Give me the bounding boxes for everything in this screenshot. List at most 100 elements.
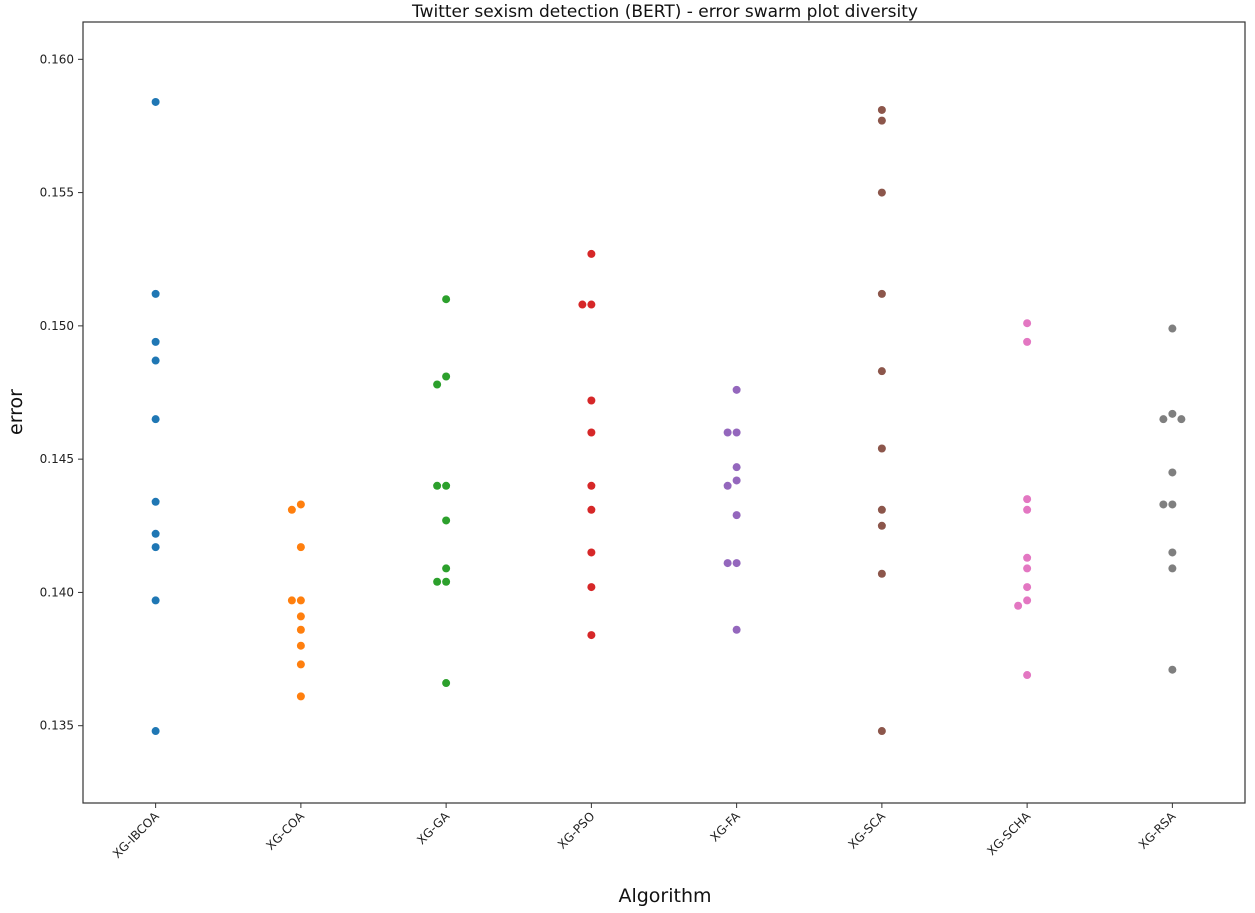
data-point-xg-ga — [433, 481, 442, 490]
data-point-xg-coa — [296, 596, 305, 605]
data-point-xg-ga — [442, 679, 451, 688]
data-point-xg-ga — [442, 295, 451, 304]
y-tick-label: 0.155 — [40, 186, 74, 200]
data-point-xg-fa — [732, 511, 741, 520]
data-point-xg-scha — [1023, 553, 1032, 562]
data-point-xg-fa — [732, 463, 741, 472]
data-point-xg-sca — [877, 116, 886, 125]
data-point-xg-fa — [723, 428, 732, 437]
data-point-xg-sca — [877, 727, 886, 736]
data-point-xg-sca — [877, 444, 886, 453]
data-point-xg-ibcoa — [151, 356, 160, 365]
y-tick-label: 0.140 — [40, 585, 74, 599]
data-point-xg-fa — [723, 559, 732, 568]
data-point-xg-scha — [1023, 319, 1032, 328]
data-point-xg-fa — [723, 481, 732, 490]
data-point-xg-rsa — [1177, 415, 1186, 424]
data-point-xg-fa — [732, 385, 741, 394]
y-axis: 0.135 0.140 0.145 0.150 0.155 0.160 — [40, 52, 83, 733]
data-point-xg-sca — [877, 188, 886, 197]
y-tick-label: 0.150 — [40, 319, 74, 333]
data-point-xg-coa — [296, 692, 305, 701]
data-point-xg-sca — [877, 569, 886, 578]
y-tick-label: 0.160 — [40, 52, 74, 66]
x-axis: XG-IBCOA XG-COA XG-GA XG-PSO XG-FA XG-SCA XG-S… — [110, 803, 1179, 861]
data-point-xg-ibcoa — [151, 596, 160, 605]
x-tick-label: XG-COA — [263, 809, 307, 853]
data-point-xg-coa — [296, 500, 305, 509]
data-point-xg-ga — [433, 577, 442, 586]
data-point-xg-ibcoa — [151, 337, 160, 346]
data-point-xg-coa — [296, 612, 305, 621]
data-point-xg-rsa — [1168, 500, 1177, 509]
data-point-xg-rsa — [1159, 500, 1168, 509]
data-point-xg-sca — [877, 289, 886, 298]
data-point-xg-pso — [587, 631, 596, 640]
data-point-xg-pso — [578, 300, 587, 309]
plot-frame — [82, 21, 1246, 804]
y-tick-label: 0.145 — [40, 452, 74, 466]
x-tick-label: XG-GA — [414, 809, 453, 848]
data-point-xg-rsa — [1168, 468, 1177, 477]
data-point-xg-sca — [877, 105, 886, 114]
data-point-xg-pso — [587, 428, 596, 437]
data-point-xg-ga — [442, 481, 451, 490]
data-point-xg-scha — [1023, 505, 1032, 514]
data-point-xg-ibcoa — [151, 497, 160, 506]
data-point-xg-scha — [1023, 671, 1032, 680]
y-tick-label: 0.135 — [40, 719, 74, 733]
chart-title: Twitter sexism detection (BERT) - error … — [411, 2, 918, 22]
data-point-xg-ibcoa — [151, 727, 160, 736]
data-point-xg-sca — [877, 521, 886, 530]
data-point-xg-ibcoa — [151, 529, 160, 538]
data-point-xg-ga — [442, 577, 451, 586]
data-point-xg-ibcoa — [151, 97, 160, 106]
data-point-xg-pso — [587, 481, 596, 490]
data-point-xg-pso — [587, 583, 596, 592]
data-point-xg-coa — [296, 543, 305, 552]
data-point-xg-ga — [442, 564, 451, 573]
data-point-xg-rsa — [1168, 665, 1177, 674]
data-point-xg-rsa — [1168, 548, 1177, 557]
data-point-xg-coa — [296, 660, 305, 669]
data-point-xg-ga — [442, 372, 451, 381]
data-point-xg-ga — [442, 516, 451, 525]
data-point-xg-ibcoa — [151, 543, 160, 552]
y-axis-label: error — [5, 389, 27, 435]
data-point-xg-rsa — [1168, 324, 1177, 333]
data-point-xg-fa — [732, 428, 741, 437]
data-point-xg-ga — [433, 380, 442, 389]
data-point-xg-coa — [296, 625, 305, 634]
x-tick-label: XG-FA — [707, 809, 743, 845]
data-points — [151, 97, 1186, 736]
data-point-xg-sca — [877, 367, 886, 376]
data-point-xg-fa — [732, 476, 741, 485]
x-tick-label: XG-RSA — [1136, 809, 1179, 852]
data-point-xg-rsa — [1168, 564, 1177, 573]
data-point-xg-scha — [1023, 495, 1032, 504]
data-point-xg-sca — [877, 505, 886, 514]
data-point-xg-ibcoa — [151, 415, 160, 424]
data-point-xg-pso — [587, 548, 596, 557]
x-tick-label: XG-SCA — [846, 809, 889, 852]
data-point-xg-pso — [587, 396, 596, 405]
x-tick-label: XG-PSO — [555, 809, 598, 852]
data-point-xg-rsa — [1159, 415, 1168, 424]
data-point-xg-fa — [732, 625, 741, 634]
data-point-xg-pso — [587, 300, 596, 309]
data-point-xg-coa — [296, 641, 305, 650]
data-point-xg-scha — [1023, 596, 1032, 605]
data-point-xg-rsa — [1168, 409, 1177, 418]
data-point-xg-coa — [287, 505, 296, 514]
x-tick-label: XG-SCHA — [984, 809, 1033, 858]
data-point-xg-fa — [732, 559, 741, 568]
data-point-xg-scha — [1023, 337, 1032, 346]
data-point-xg-scha — [1023, 564, 1032, 573]
data-point-xg-pso — [587, 505, 596, 514]
data-point-xg-ibcoa — [151, 289, 160, 298]
data-point-xg-scha — [1023, 583, 1032, 592]
x-axis-label: Algorithm — [618, 885, 711, 907]
data-point-xg-scha — [1014, 601, 1023, 610]
data-point-xg-pso — [587, 249, 596, 258]
data-point-xg-coa — [287, 596, 296, 605]
